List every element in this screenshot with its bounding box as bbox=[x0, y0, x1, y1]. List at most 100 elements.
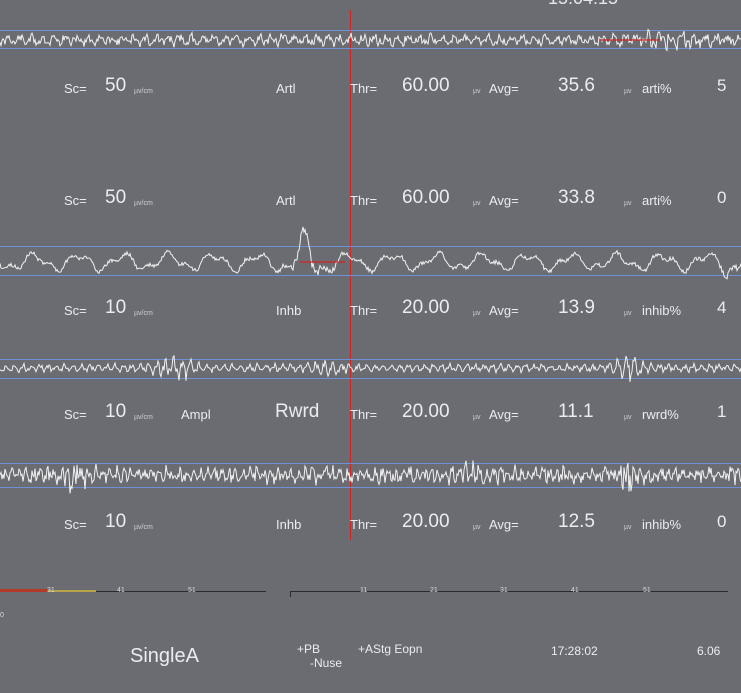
thr-label: Thr= bbox=[350, 517, 378, 532]
avg-value: 13.9 bbox=[558, 297, 595, 318]
thr-unit: µv bbox=[473, 88, 481, 95]
thr-unit: µv bbox=[473, 524, 481, 531]
channel-row-2: Sc= 50 µv/cm Artl Thr= 60.00 µv Avg= 33.8 µv arti%… bbox=[0, 184, 741, 214]
trace-channel-5 bbox=[0, 460, 741, 494]
avg-value: 35.6 bbox=[558, 75, 595, 96]
right-tick-5: 51 bbox=[643, 587, 651, 594]
trace-channel-1 bbox=[0, 28, 741, 52]
scale-value: 50 bbox=[105, 187, 127, 208]
thr-label: Thr= bbox=[350, 81, 378, 96]
thr-label: Thr= bbox=[350, 407, 378, 422]
trace-path bbox=[0, 460, 741, 494]
avg-unit: µv bbox=[624, 88, 632, 95]
mode-label: Inhb bbox=[276, 517, 302, 532]
left-tick-2: 41 bbox=[117, 587, 125, 594]
count-value: 4 bbox=[717, 298, 727, 317]
right-tick-3: 31 bbox=[500, 587, 508, 594]
flag-pb: +PB bbox=[297, 642, 321, 656]
scale-value: 10 bbox=[105, 511, 127, 532]
sc-label: Sc= bbox=[64, 407, 87, 422]
ref-line-upper bbox=[0, 246, 741, 247]
left-tick-3: 51 bbox=[188, 587, 196, 594]
flag-nuse: -Nuse bbox=[310, 656, 343, 670]
thr-value: 20.00 bbox=[402, 511, 450, 532]
count-value: 1 bbox=[717, 402, 727, 421]
scale-bar-right bbox=[290, 591, 728, 592]
protocol-label: SingleA bbox=[130, 645, 199, 667]
right-tick-2: 21 bbox=[430, 587, 438, 594]
thr-value: 20.00 bbox=[402, 297, 450, 318]
channel-row-3: Sc= 10 µv/cm Inhb Thr= 20.00 µv Avg= 13.9 µv inhib… bbox=[0, 294, 741, 324]
ref-line-upper bbox=[0, 30, 741, 31]
count-value: 0 bbox=[717, 512, 727, 531]
pct-label: inhib% bbox=[642, 517, 682, 532]
avg-label: Avg= bbox=[489, 303, 519, 318]
session-value: 6.06 bbox=[697, 644, 721, 658]
sc-label: Sc= bbox=[64, 81, 87, 96]
thr-label: Thr= bbox=[350, 193, 378, 208]
avg-value: 11.1 bbox=[558, 401, 594, 422]
thr-value: 60.00 bbox=[402, 187, 450, 208]
thr-unit: µv bbox=[473, 414, 481, 421]
avg-label: Avg= bbox=[489, 81, 519, 96]
scale-bar-left bbox=[0, 591, 266, 592]
scale-unit: µv/cm bbox=[134, 414, 153, 421]
pct-label: arti% bbox=[642, 193, 672, 208]
right-tick-4: 41 bbox=[571, 587, 579, 594]
scale-unit: µv/cm bbox=[134, 88, 153, 95]
avg-unit: µv bbox=[624, 310, 632, 317]
sc-label: Sc= bbox=[64, 517, 87, 532]
thr-unit: µv bbox=[473, 200, 481, 207]
extra-label: Ampl bbox=[181, 407, 211, 422]
avg-label: Avg= bbox=[489, 407, 519, 422]
scale-unit: µv/cm bbox=[134, 524, 153, 531]
trace-path bbox=[0, 226, 741, 280]
avg-label: Avg= bbox=[489, 517, 519, 532]
avg-unit: µv bbox=[624, 524, 632, 531]
ref-line-lower bbox=[0, 48, 741, 49]
count-value: 5 bbox=[717, 76, 727, 95]
trace-path bbox=[0, 28, 741, 52]
flag-astg: +AStg Eopn bbox=[358, 642, 423, 656]
top-readout: 15:04:15 bbox=[548, 0, 618, 9]
mode-label: Rwrd bbox=[275, 401, 320, 422]
mode-label: Artl bbox=[276, 193, 296, 208]
channel-row-5: Sc= 10 µv/cm Inhb Thr= 20.00 µv Avg= 12.5 µv inhib… bbox=[0, 508, 741, 538]
thr-unit: µv bbox=[473, 310, 481, 317]
scale-level-yellow bbox=[48, 590, 96, 592]
avg-label: Avg= bbox=[489, 193, 519, 208]
scale-unit: µv/cm bbox=[134, 310, 153, 317]
mode-label: Artl bbox=[276, 81, 296, 96]
avg-value: 12.5 bbox=[558, 511, 595, 532]
ref-line-lower bbox=[0, 487, 741, 488]
left-tick-1: 31 bbox=[47, 587, 55, 594]
ref-line-upper bbox=[0, 463, 741, 464]
scale-unit: µv/cm bbox=[134, 200, 153, 207]
channel-row-4: Sc= 10 µv/cm Ampl Rwrd Thr= 20.00 µv Avg= 11.1 µv r… bbox=[0, 398, 741, 428]
scale-value: 10 bbox=[105, 297, 127, 318]
thr-label: Thr= bbox=[350, 303, 378, 318]
trace-channel-4 bbox=[0, 354, 741, 382]
thr-value: 20.00 bbox=[402, 401, 450, 422]
thr-value: 60.00 bbox=[402, 75, 450, 96]
session-time: 17:28:02 bbox=[551, 644, 598, 658]
scale-level-red bbox=[0, 589, 48, 592]
right-tick-1: 11 bbox=[360, 587, 368, 594]
ref-line-upper bbox=[0, 359, 741, 360]
scale-value: 50 bbox=[105, 75, 127, 96]
scale-value: 10 bbox=[105, 401, 127, 422]
avg-unit: µv bbox=[624, 200, 632, 207]
mode-label: Inhb bbox=[276, 303, 302, 318]
pct-label: rwrd% bbox=[642, 407, 679, 422]
trace-path bbox=[0, 354, 741, 382]
count-value: 0 bbox=[717, 188, 727, 207]
channel-row-1: Sc= 50 µv/cm Artl Thr= 60.00 µv Avg= 35.6 µv arti%… bbox=[0, 72, 741, 102]
avg-value: 33.8 bbox=[558, 187, 595, 208]
ref-line-lower bbox=[0, 275, 741, 276]
scale-zero-label: 0 bbox=[0, 612, 4, 619]
sc-label: Sc= bbox=[64, 193, 87, 208]
ref-line-lower bbox=[0, 378, 741, 379]
trace-channel-3 bbox=[0, 226, 741, 280]
pct-label: inhib% bbox=[642, 303, 682, 318]
